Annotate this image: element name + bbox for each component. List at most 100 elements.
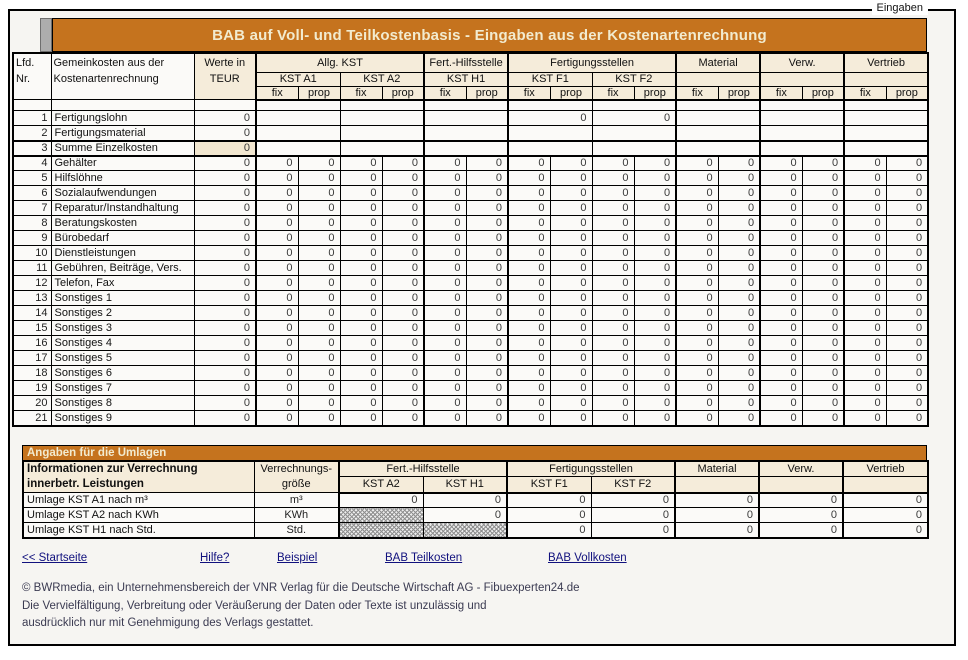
cell-value[interactable]: 0 [843, 260, 887, 276]
cell-value[interactable]: 0 [633, 365, 678, 381]
cell-value[interactable]: 0 [885, 395, 929, 411]
cell-value[interactable]: 0 [801, 185, 846, 201]
link-startseite[interactable]: << Startseite [22, 552, 88, 564]
cell-value[interactable]: 0 [339, 185, 383, 201]
cell-value[interactable]: 0 [591, 395, 635, 411]
cell-value[interactable]: 0 [842, 522, 929, 538]
cell-value[interactable] [255, 125, 341, 141]
cell-value[interactable] [675, 139, 762, 157]
cell-value[interactable]: 0 [381, 230, 426, 246]
cell-value[interactable]: 0 [507, 155, 551, 171]
empty-cell[interactable] [843, 99, 929, 111]
cell-value[interactable]: 0 [675, 290, 719, 306]
cell-value[interactable]: 0 [633, 410, 678, 426]
cell-value[interactable]: 0 [423, 215, 467, 231]
cell-value[interactable]: 0 [255, 230, 299, 246]
cell-werte[interactable]: 0 [193, 335, 257, 351]
link-hilfe[interactable]: Hilfe? [200, 552, 230, 564]
cell-value[interactable]: 0 [339, 350, 383, 366]
cell-value[interactable]: 0 [465, 155, 510, 171]
cell-value[interactable]: 0 [759, 170, 803, 186]
cell-value[interactable]: 0 [549, 395, 593, 411]
cell-value[interactable]: 0 [255, 215, 299, 231]
cell-value[interactable]: 0 [675, 305, 719, 321]
cell-value[interactable]: 0 [843, 305, 887, 321]
cell-value[interactable]: 0 [801, 410, 846, 426]
cell-value[interactable]: 0 [759, 350, 803, 366]
cell-value[interactable]: 0 [507, 365, 551, 381]
cell-value[interactable]: 0 [297, 305, 341, 321]
cell-value[interactable]: 0 [759, 185, 803, 201]
cell-werte[interactable]: 0 [193, 245, 257, 261]
cell-value[interactable]: 0 [591, 335, 635, 351]
cell-value[interactable]: 0 [422, 492, 508, 508]
cell-value[interactable]: 0 [675, 275, 719, 291]
cell-value[interactable]: 0 [675, 380, 719, 396]
cell-value[interactable]: 0 [842, 507, 929, 523]
cell-value[interactable]: 0 [717, 245, 762, 261]
cell-value[interactable]: 0 [717, 275, 762, 291]
cell-value[interactable]: 0 [339, 380, 383, 396]
cell-value[interactable]: 0 [465, 245, 510, 261]
cell-werte[interactable]: 0 [193, 200, 257, 216]
cell-werte[interactable]: 0 [193, 350, 257, 366]
cell-value[interactable]: 0 [591, 350, 635, 366]
cell-value[interactable]: 0 [591, 200, 635, 216]
cell-value[interactable]: 0 [717, 215, 762, 231]
cell-value[interactable]: 0 [506, 522, 592, 538]
cell-value[interactable]: 0 [717, 260, 762, 276]
cell-value[interactable]: 0 [633, 395, 678, 411]
cell-value[interactable]: 0 [549, 290, 593, 306]
cell-value[interactable]: 0 [591, 185, 635, 201]
cell-value[interactable]: 0 [801, 170, 846, 186]
cell-value[interactable]: 0 [297, 200, 341, 216]
cell-value[interactable]: 0 [717, 410, 762, 426]
cell-value[interactable]: 0 [759, 155, 803, 171]
cell-value[interactable]: 0 [885, 185, 929, 201]
cell-value[interactable]: 0 [801, 320, 846, 336]
cell-value[interactable]: 0 [885, 350, 929, 366]
cell-value[interactable]: 0 [591, 245, 635, 261]
cell-value[interactable]: 0 [675, 230, 719, 246]
cell-value[interactable]: 0 [801, 155, 846, 171]
cell-value[interactable]: 0 [339, 155, 383, 171]
cell-value[interactable]: 0 [549, 380, 593, 396]
cell-value[interactable]: 0 [339, 170, 383, 186]
cell-werte[interactable]: 0 [193, 275, 257, 291]
cell-value[interactable]: 0 [381, 380, 426, 396]
cell-value[interactable]: 0 [759, 320, 803, 336]
cell-value[interactable]: 0 [633, 200, 678, 216]
cell-value[interactable]: 0 [255, 245, 299, 261]
cell-value[interactable] [843, 110, 929, 126]
empty-cell[interactable] [12, 99, 52, 111]
cell-value[interactable]: 0 [297, 365, 341, 381]
cell-value[interactable]: 0 [381, 275, 426, 291]
cell-value[interactable]: 0 [507, 410, 551, 426]
cell-value[interactable]: 0 [759, 215, 803, 231]
cell-value[interactable]: 0 [759, 365, 803, 381]
cell-value[interactable]: 0 [549, 305, 593, 321]
cell-value[interactable]: 0 [423, 200, 467, 216]
cell-value[interactable] [255, 110, 341, 126]
cell-value[interactable]: 0 [549, 215, 593, 231]
cell-value[interactable]: 0 [339, 395, 383, 411]
cell-value[interactable]: 0 [591, 275, 635, 291]
cell-value[interactable]: 0 [675, 215, 719, 231]
cell-value[interactable]: 0 [885, 290, 929, 306]
cell-value[interactable]: 0 [297, 215, 341, 231]
cell-value[interactable]: 0 [255, 365, 299, 381]
cell-value[interactable]: 0 [801, 215, 846, 231]
cell-value[interactable]: 0 [423, 155, 467, 171]
cell-value[interactable]: 0 [675, 335, 719, 351]
cell-value[interactable]: 0 [843, 320, 887, 336]
cell-value[interactable]: 0 [507, 290, 551, 306]
cell-value[interactable]: 0 [339, 305, 383, 321]
cell-value[interactable]: 0 [717, 365, 762, 381]
cell-value[interactable]: 0 [549, 155, 593, 171]
cell-value[interactable]: 0 [297, 245, 341, 261]
cell-value[interactable]: 0 [507, 335, 551, 351]
cell-value[interactable]: 0 [465, 260, 510, 276]
cell-value[interactable]: 0 [507, 395, 551, 411]
cell-value[interactable]: 0 [549, 185, 593, 201]
cell-value[interactable]: 0 [674, 492, 760, 508]
